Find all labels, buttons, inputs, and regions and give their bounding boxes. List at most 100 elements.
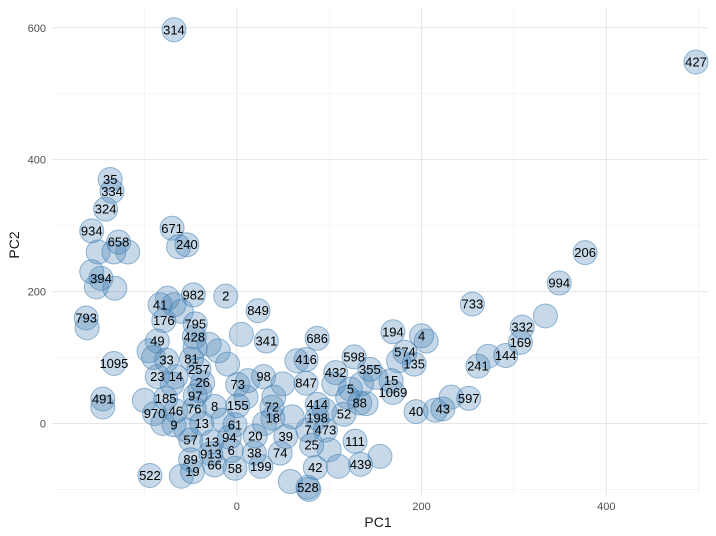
point-label-135: 135 (403, 357, 425, 372)
data-point-19 (179, 459, 205, 485)
data-point-58 (222, 455, 248, 481)
point-label-97: 97 (188, 388, 202, 403)
data-point-199 (248, 453, 274, 479)
point-label-43: 43 (436, 401, 450, 416)
data-points (73, 17, 709, 502)
data-point-1069 (380, 379, 406, 405)
point-label-206: 206 (574, 245, 596, 260)
point-label-25: 25 (304, 438, 318, 453)
point-label-241: 241 (467, 359, 489, 374)
point-label-240: 240 (176, 237, 198, 252)
x-axis-ticks: 0 200 400 (234, 501, 616, 513)
point-label-19: 19 (185, 464, 199, 479)
point-label-671: 671 (161, 221, 183, 236)
data-point (475, 343, 501, 369)
data-point-432 (323, 360, 349, 386)
point-label-4: 4 (418, 328, 425, 343)
data-point-61 (222, 412, 248, 438)
data-point-144 (493, 343, 519, 369)
point-label-686: 686 (306, 331, 328, 346)
data-point-428 (181, 324, 207, 350)
data-point-73 (225, 372, 251, 398)
data-point-733 (459, 291, 485, 317)
data-point (284, 348, 310, 374)
point-label-5: 5 (347, 382, 354, 397)
point-label-111: 111 (345, 434, 365, 449)
data-point (235, 368, 261, 394)
data-point-5 (337, 376, 363, 402)
data-point (215, 351, 241, 377)
data-point-439 (348, 451, 374, 477)
point-label-257: 257 (188, 362, 210, 377)
data-point-658 (106, 229, 132, 255)
data-point-795 (182, 311, 208, 337)
point-label-42: 42 (308, 460, 322, 475)
data-point-9 (161, 412, 187, 438)
data-point-18 (260, 405, 286, 431)
data-point-427 (683, 49, 709, 75)
data-point (205, 338, 231, 364)
y-tick-label: 600 (28, 23, 46, 35)
point-label-20: 20 (248, 428, 262, 443)
point-label-597: 597 (458, 391, 480, 406)
data-point-847 (293, 370, 319, 396)
point-label-81: 81 (184, 351, 198, 366)
data-point-72 (259, 394, 285, 420)
x-tick-label: 400 (597, 501, 615, 513)
data-point (321, 371, 347, 397)
point-label-89: 89 (183, 452, 197, 467)
point-label-416: 416 (295, 352, 317, 367)
data-point-25 (299, 432, 325, 458)
point-label-14: 14 (169, 369, 183, 384)
data-point-98 (251, 364, 277, 390)
y-axis-ticks: 0 200 400 600 (28, 23, 46, 431)
point-label-33: 33 (159, 353, 173, 368)
data-point-176 (151, 308, 177, 334)
data-point (270, 371, 296, 397)
x-tick-label: 200 (412, 501, 430, 513)
x-axis-title: PC1 (364, 514, 391, 530)
data-point-686 (304, 325, 330, 351)
x-tick-label: 0 (234, 501, 240, 513)
data-point-394 (88, 265, 114, 291)
point-label-795: 795 (184, 316, 206, 331)
point-label-598: 598 (343, 349, 365, 364)
point-label-394: 394 (90, 271, 112, 286)
point-label-58: 58 (228, 461, 242, 476)
point-label-1095: 1095 (99, 356, 128, 371)
data-point (102, 275, 128, 301)
point-label-144: 144 (495, 348, 517, 363)
point-label-198: 198 (306, 411, 328, 426)
point-label-439: 439 (350, 457, 372, 472)
data-point-26 (190, 370, 216, 396)
data-point-671 (159, 215, 185, 241)
data-point-33 (154, 347, 180, 373)
data-point (252, 410, 278, 436)
data-point (150, 410, 176, 436)
data-point-341 (253, 328, 279, 354)
point-label-46: 46 (169, 403, 183, 418)
data-point-97 (182, 383, 208, 409)
data-point-38 (241, 440, 267, 466)
data-point (228, 321, 254, 347)
data-point-42 (302, 455, 328, 481)
point-label-66: 66 (207, 458, 221, 473)
data-point (367, 443, 393, 469)
point-label-35: 35 (103, 172, 117, 187)
point-label-522: 522 (139, 468, 161, 483)
y-tick-label: 400 (28, 155, 46, 167)
point-label-6: 6 (228, 443, 235, 458)
data-point-4 (409, 323, 435, 349)
data-point (159, 371, 185, 397)
data-point-74 (267, 440, 293, 466)
point-label-934: 934 (81, 223, 103, 238)
point-label-49: 49 (150, 334, 164, 349)
data-point-970 (142, 401, 168, 427)
data-point-46 (163, 398, 189, 424)
point-label-473: 473 (315, 423, 337, 438)
data-point-155 (225, 393, 251, 419)
data-point (74, 315, 100, 341)
point-label-414: 414 (306, 397, 328, 412)
point-label-2: 2 (222, 289, 229, 304)
